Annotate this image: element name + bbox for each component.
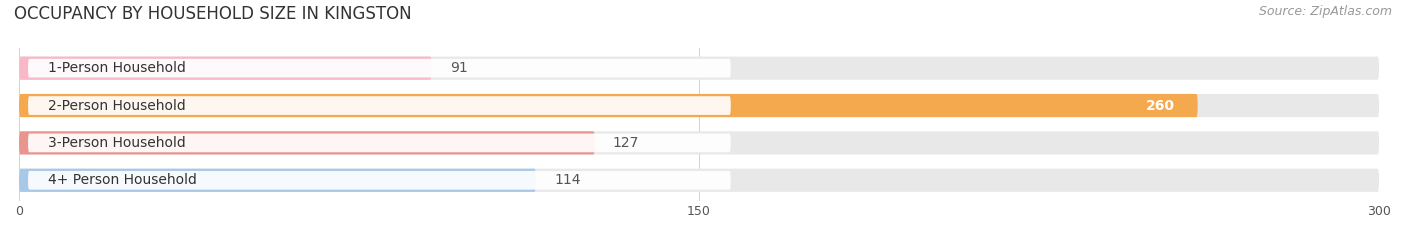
FancyBboxPatch shape xyxy=(28,134,731,152)
Text: OCCUPANCY BY HOUSEHOLD SIZE IN KINGSTON: OCCUPANCY BY HOUSEHOLD SIZE IN KINGSTON xyxy=(14,5,412,23)
Text: 127: 127 xyxy=(613,136,640,150)
FancyBboxPatch shape xyxy=(20,57,1379,80)
Text: 3-Person Household: 3-Person Household xyxy=(48,136,186,150)
FancyBboxPatch shape xyxy=(28,59,731,78)
FancyBboxPatch shape xyxy=(20,169,536,192)
FancyBboxPatch shape xyxy=(28,171,731,190)
FancyBboxPatch shape xyxy=(20,169,1379,192)
FancyBboxPatch shape xyxy=(20,94,1379,117)
FancyBboxPatch shape xyxy=(20,131,595,154)
Text: 4+ Person Household: 4+ Person Household xyxy=(48,173,197,187)
Text: 260: 260 xyxy=(1146,99,1175,113)
FancyBboxPatch shape xyxy=(28,96,731,115)
Text: 2-Person Household: 2-Person Household xyxy=(48,99,186,113)
FancyBboxPatch shape xyxy=(20,94,1198,117)
Text: 114: 114 xyxy=(554,173,581,187)
Text: Source: ZipAtlas.com: Source: ZipAtlas.com xyxy=(1258,5,1392,18)
FancyBboxPatch shape xyxy=(20,57,432,80)
Text: 1-Person Household: 1-Person Household xyxy=(48,61,186,75)
Text: 91: 91 xyxy=(450,61,467,75)
FancyBboxPatch shape xyxy=(20,131,1379,154)
